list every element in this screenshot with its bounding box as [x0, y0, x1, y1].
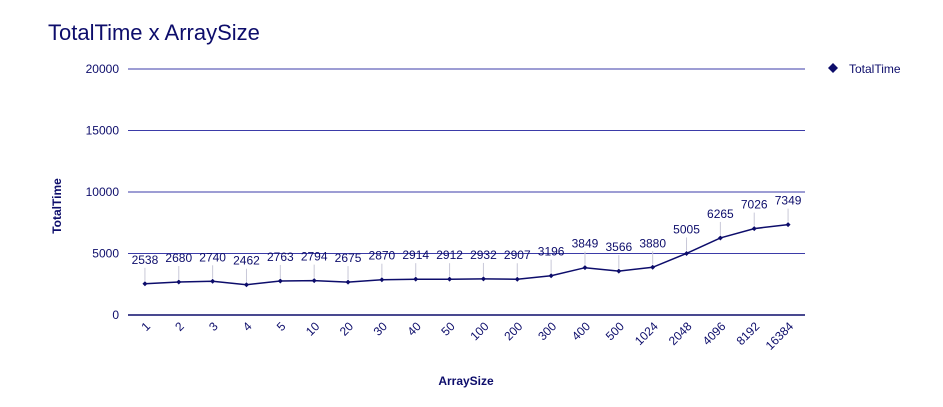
y-axis-ticks: 0 5000 10000 15000 20000 — [86, 62, 120, 322]
x-tick-label: 40 — [405, 319, 425, 339]
data-point — [311, 278, 317, 284]
x-tick-label: 2 — [172, 319, 187, 334]
legend-marker-diamond — [828, 63, 838, 73]
data-point — [243, 282, 249, 288]
x-axis-title: ArraySize — [438, 374, 494, 388]
data-point — [379, 277, 385, 283]
x-tick-label: 10 — [303, 319, 323, 339]
data-label: 2914 — [402, 248, 429, 262]
y-tick-label: 20000 — [86, 62, 120, 76]
legend-label: TotalTime — [849, 62, 901, 76]
data-label: 2870 — [369, 249, 396, 263]
data-label: 3566 — [605, 240, 632, 254]
data-point — [345, 279, 351, 285]
data-point — [785, 222, 791, 228]
data-label: 3196 — [538, 245, 565, 259]
x-tick-label: 16384 — [763, 319, 797, 353]
gridlines — [128, 68, 805, 316]
data-label: 5005 — [673, 222, 700, 236]
y-tick-label: 5000 — [92, 247, 119, 261]
x-tick-label: 1024 — [632, 319, 661, 348]
chart-title: TotalTime x ArraySize — [48, 20, 260, 45]
data-point — [717, 235, 723, 241]
data-label: 3849 — [572, 237, 599, 251]
legend: TotalTime — [828, 62, 901, 76]
x-tick-label: 4096 — [700, 319, 729, 348]
data-label: 2794 — [301, 250, 328, 264]
data-label: 2740 — [199, 250, 226, 264]
data-label: 2763 — [267, 250, 294, 264]
data-point — [548, 273, 554, 279]
data-point — [176, 279, 182, 285]
x-tick-label: 100 — [467, 319, 491, 343]
x-tick-label: 1 — [138, 319, 153, 334]
series-line-totaltime — [144, 223, 789, 286]
data-point — [447, 276, 453, 282]
data-label: 2462 — [233, 254, 260, 268]
data-point — [616, 268, 622, 274]
data-label: 2675 — [335, 251, 362, 265]
data-point — [142, 281, 148, 287]
x-tick-label: 8192 — [734, 319, 763, 348]
data-labels: 2538 2680 2740 2462 2763 2794 2675 2870 2914 2912… — [132, 194, 802, 268]
x-tick-label: 3 — [206, 319, 221, 334]
y-tick-label: 15000 — [86, 124, 120, 138]
data-label: 3880 — [639, 236, 666, 250]
y-axis-title: TotalTime — [50, 178, 64, 234]
data-label: 2680 — [165, 251, 192, 265]
label-leaders — [144, 208, 789, 282]
data-label: 2907 — [504, 248, 531, 262]
x-tick-label: 5 — [274, 319, 289, 334]
y-tick-label: 0 — [112, 308, 119, 322]
data-label: 6265 — [707, 207, 734, 221]
x-tick-label: 400 — [569, 319, 593, 343]
y-tick-label: 10000 — [86, 185, 120, 199]
x-tick-label: 2048 — [666, 319, 695, 348]
data-label: 2912 — [436, 248, 463, 262]
x-tick-label: 20 — [337, 319, 357, 339]
data-point — [277, 278, 283, 284]
data-point — [514, 276, 520, 282]
x-tick-label: 30 — [371, 319, 391, 339]
x-tick-label: 500 — [603, 319, 627, 343]
data-point — [413, 276, 419, 282]
data-point — [582, 265, 588, 271]
data-label: 7349 — [775, 194, 802, 208]
x-tick-label: 200 — [501, 319, 525, 343]
x-tick-label: 50 — [438, 319, 458, 339]
data-point — [210, 278, 216, 284]
data-label: 7026 — [741, 198, 768, 212]
x-tick-label: 300 — [535, 319, 559, 343]
data-point — [684, 250, 690, 256]
data-label: 2538 — [132, 253, 159, 267]
x-tick-label: 4 — [240, 319, 255, 334]
data-point — [480, 276, 486, 282]
x-axis-ticks: 1 2 3 4 5 10 20 30 40 50 100 200 300 400 500 1024 2048 40… — [138, 319, 796, 353]
data-point — [650, 264, 656, 270]
data-label: 2932 — [470, 248, 497, 262]
data-point — [751, 226, 757, 232]
data-points — [142, 222, 791, 288]
